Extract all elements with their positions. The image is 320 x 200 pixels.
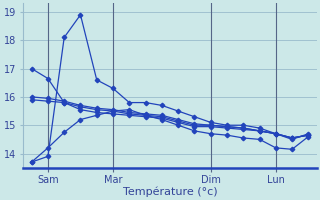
X-axis label: Température (°c): Température (°c)	[123, 186, 217, 197]
